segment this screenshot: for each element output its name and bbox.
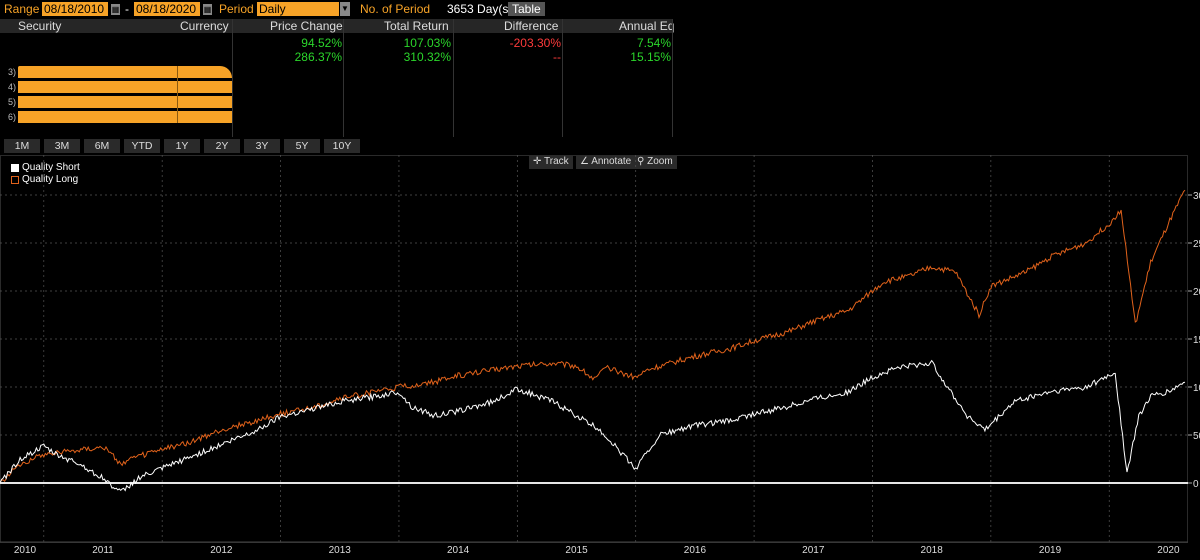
x-tick-label: 2017: [802, 545, 825, 556]
legend-swatch-long: [11, 176, 19, 184]
col-price-change[interactable]: Price Change: [270, 19, 343, 33]
x-tick-label: 2012: [210, 545, 233, 556]
row2-price-change: 286.37%: [294, 50, 342, 64]
column-divider: [672, 19, 673, 137]
annotate-label: Annotate: [591, 156, 632, 167]
period-ytd-button[interactable]: YTD: [124, 139, 160, 153]
y-tick-label: 50: [1193, 431, 1200, 442]
y-tick-label: 100: [1193, 383, 1200, 394]
col-difference[interactable]: Difference: [504, 19, 559, 33]
row2-annual-eq: 15.15%: [630, 50, 671, 64]
toolbar: Range 08/18/2010 ▦ - 08/18/2020 ▦ Period…: [0, 0, 1200, 18]
x-tick-label: 2020: [1157, 545, 1180, 556]
chevron-down-icon[interactable]: ▼: [340, 2, 350, 16]
x-tick-label: 2013: [329, 545, 352, 556]
row-number: 6): [8, 112, 17, 122]
end-date-field[interactable]: 08/18/2020: [134, 2, 200, 16]
calendar-icon[interactable]: ▦: [111, 4, 120, 15]
y-tick-label: 150: [1193, 335, 1200, 346]
period-1y-button[interactable]: 1Y: [164, 139, 200, 153]
row-number: 3): [8, 67, 17, 77]
period-label: Period: [219, 2, 254, 16]
row2-difference: --: [553, 50, 561, 64]
period-3y-button[interactable]: 3Y: [244, 139, 280, 153]
col-currency[interactable]: Currency: [180, 19, 229, 33]
annotate-button[interactable]: ∠ Annotate: [576, 155, 636, 169]
mini-divider: [177, 66, 178, 123]
legend-swatch-short: [11, 164, 19, 172]
start-date-field[interactable]: 08/18/2010: [42, 2, 108, 16]
col-annual-eq[interactable]: Annual Eq: [619, 19, 675, 33]
x-tick-label: 2019: [1039, 545, 1062, 556]
period-select[interactable]: Daily: [257, 2, 339, 16]
period-2y-button[interactable]: 2Y: [204, 139, 240, 153]
column-divider: [562, 19, 563, 137]
table-header: [0, 19, 672, 33]
zoom-label: Zoom: [647, 156, 673, 167]
period-10y-button[interactable]: 10Y: [324, 139, 360, 153]
column-divider: [232, 19, 233, 137]
quality-short-line: [0, 359, 1186, 492]
x-tick-label: 2010: [14, 545, 37, 556]
x-tick-label: 2016: [684, 545, 707, 556]
y-tick-label: 250: [1193, 239, 1200, 250]
row2-total-return: 310.32%: [403, 50, 451, 64]
period-1m-button[interactable]: 1M: [4, 139, 40, 153]
column-divider: [453, 19, 454, 137]
legend-long: Quality Long: [22, 174, 79, 185]
pencil-icon: ∠: [580, 156, 589, 167]
plot-frame: [0, 155, 1188, 543]
range-label: Range: [4, 2, 40, 16]
col-total-return[interactable]: Total Return: [384, 19, 449, 33]
x-tick-label: 2011: [92, 545, 114, 556]
track-label: Track: [544, 156, 569, 167]
period-6m-button[interactable]: 6M: [84, 139, 120, 153]
period-5y-button[interactable]: 5Y: [284, 139, 320, 153]
security-row-bar[interactable]: [18, 111, 232, 123]
y-tick-label: 200: [1193, 287, 1200, 298]
y-tick-label: 300: [1193, 191, 1200, 202]
line-chart[interactable]: 2010 2011 2012 2013 2014 2015 2016 2017 2018 2019…: [0, 150, 1200, 560]
security-row-bar[interactable]: [18, 96, 232, 108]
zoom-button[interactable]: ⚲ Zoom: [633, 155, 677, 169]
security-row-bar[interactable]: [18, 81, 232, 93]
row1-difference: -203.30%: [509, 36, 561, 50]
legend-short: Quality Short: [22, 162, 80, 173]
col-security[interactable]: Security: [18, 19, 62, 33]
x-tick-label: 2014: [447, 545, 470, 556]
column-divider: [343, 19, 344, 137]
track-button[interactable]: ✛ Track: [529, 155, 573, 169]
row1-total-return: 107.03%: [403, 36, 451, 50]
range-dash: -: [125, 2, 129, 16]
table-button[interactable]: Table: [508, 2, 545, 16]
period-3m-button[interactable]: 3M: [44, 139, 80, 153]
x-tick-label: 2018: [921, 545, 944, 556]
magnifier-icon: ⚲: [637, 156, 645, 167]
nperiods-label: No. of Period: [360, 2, 431, 16]
row1-annual-eq: 7.54%: [636, 36, 671, 50]
row-number: 4): [8, 82, 17, 92]
row1-price-change: 94.52%: [301, 36, 342, 50]
quality-long-line: [0, 189, 1186, 483]
calendar-icon[interactable]: ▦: [203, 4, 212, 15]
security-row-bar[interactable]: [18, 66, 232, 78]
row-number: 5): [8, 97, 17, 107]
y-tick-label: 0: [1193, 479, 1199, 490]
crosshair-icon: ✛: [533, 156, 542, 167]
x-tick-label: 2015: [565, 545, 588, 556]
nperiods-value: 3653 Day(s): [447, 2, 513, 16]
